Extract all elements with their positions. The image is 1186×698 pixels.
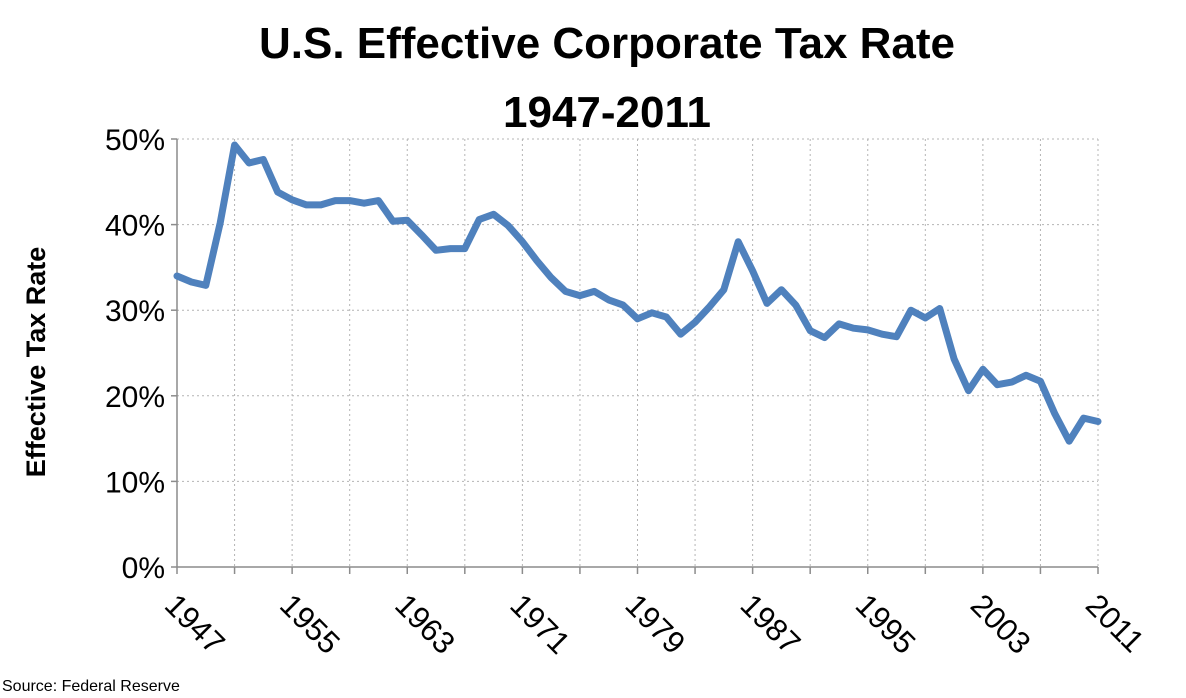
x-axis-tick-labels: 1947 1955 1963 1971 1979 1987 1995 2003 2011	[158, 587, 1151, 661]
source-note: Source: Federal Reserve	[2, 678, 180, 695]
x-tick-label: 1987	[734, 587, 808, 661]
series-layer	[173, 141, 1102, 445]
x-tick-label: 1971	[503, 587, 577, 661]
x-tick-label: 1995	[849, 587, 923, 661]
x-tick-label: 1979	[619, 587, 693, 661]
chart-title-line-2: 1947-2011	[503, 88, 711, 137]
y-tick-label: 20%	[105, 381, 165, 414]
series-line-effective-tax-rate	[173, 141, 1102, 445]
y-tick-label: 10%	[105, 466, 165, 499]
y-axis-title: Effective Tax Rate	[21, 247, 51, 478]
x-tick-label: 2011	[1079, 587, 1151, 659]
x-tick-label: 2003	[964, 587, 1038, 661]
chart-title-line-1: U.S. Effective Corporate Tax Rate	[259, 19, 955, 68]
y-tick-label: 30%	[105, 295, 165, 328]
gridlines	[177, 138, 1099, 567]
x-tick-label: 1963	[388, 587, 462, 661]
y-axis-tick-labels: 0% 10% 20% 30% 40% 50%	[105, 124, 165, 585]
x-tick-label: 1947	[158, 587, 232, 661]
x-tick-label: 1955	[273, 587, 347, 661]
y-tick-label: 0%	[122, 552, 165, 585]
axes	[171, 138, 1099, 574]
y-tick-label: 40%	[105, 210, 165, 243]
y-tick-label: 50%	[105, 124, 165, 157]
